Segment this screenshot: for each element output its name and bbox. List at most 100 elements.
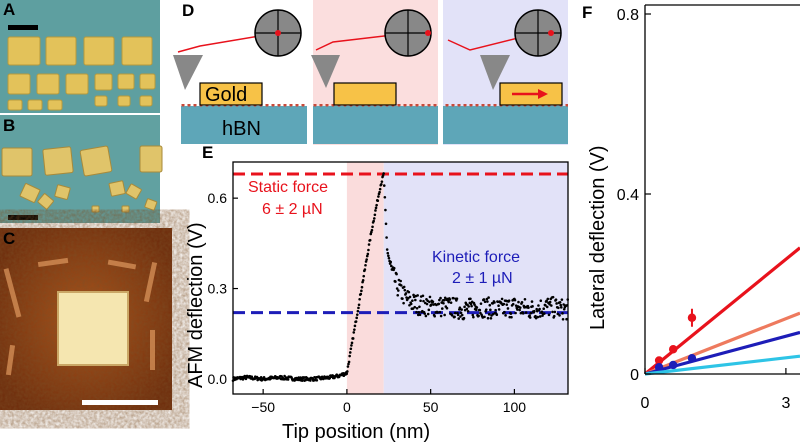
data-point	[350, 344, 353, 347]
data-point	[520, 300, 524, 304]
data-point	[486, 300, 489, 303]
scale-bar-b	[8, 215, 38, 220]
data-point	[460, 308, 463, 311]
data-point	[668, 345, 678, 354]
data-point	[425, 302, 429, 306]
data-point	[380, 180, 384, 183]
data-point	[447, 300, 451, 304]
data-point	[417, 310, 421, 314]
data-point	[516, 308, 519, 311]
data-point	[511, 302, 515, 306]
data-point	[542, 312, 546, 315]
data-point	[431, 300, 435, 303]
hbn-label: hBN	[222, 118, 261, 140]
data-point	[414, 298, 417, 302]
data-point	[428, 295, 432, 299]
data-point	[550, 304, 553, 307]
data-point	[547, 313, 551, 317]
data-point	[351, 337, 355, 340]
data-point	[395, 287, 399, 290]
data-point	[362, 274, 366, 278]
hbn-substrate	[181, 106, 307, 144]
data-point	[360, 285, 364, 289]
data-point	[538, 315, 542, 318]
schematic-static: Gold hBN	[173, 9, 307, 144]
data-point	[347, 362, 350, 366]
data-point	[536, 315, 540, 319]
data-point	[387, 254, 390, 258]
data-point	[364, 263, 367, 267]
data-point	[561, 317, 565, 321]
data-point	[350, 341, 354, 345]
gold-block	[199, 82, 263, 106]
data-point	[533, 309, 536, 313]
data-point	[355, 313, 359, 316]
data-point	[377, 195, 380, 198]
panel-c: C	[0, 228, 172, 410]
e-x-axis-title: Tip position (nm)	[282, 421, 430, 443]
data-point	[442, 301, 445, 305]
data-point	[348, 351, 352, 354]
data-point	[346, 365, 350, 368]
static-force-title: Static force	[248, 179, 328, 196]
data-point	[538, 307, 541, 311]
data-point	[438, 298, 441, 302]
scale-bar-a	[8, 25, 38, 30]
data-point	[352, 331, 356, 334]
kinetic-force-value: 2 ± 1 µN	[452, 270, 513, 287]
data-point	[367, 248, 370, 252]
data-point	[494, 308, 497, 312]
data-point	[418, 313, 422, 317]
data-point	[309, 379, 312, 382]
gold-label: Gold	[205, 84, 247, 106]
data-point	[450, 314, 454, 317]
e-y-tick-label: 0.3	[208, 281, 228, 297]
data-point	[416, 294, 419, 297]
data-point	[382, 184, 386, 187]
gold-squares-array	[7, 36, 156, 111]
data-point	[466, 309, 470, 313]
data-point	[475, 306, 479, 309]
data-point	[513, 298, 517, 302]
data-point	[485, 297, 489, 301]
e-y-axis-title: AFM deflection (V)	[185, 222, 207, 388]
data-point	[654, 356, 664, 365]
data-point	[368, 238, 372, 242]
data-point	[419, 299, 422, 303]
data-point	[383, 195, 387, 199]
static-force-value: 6 ± 2 µN	[262, 201, 323, 218]
data-point	[433, 314, 436, 318]
data-point	[537, 304, 540, 307]
data-point	[457, 317, 461, 320]
gold-squares-moved	[1, 145, 163, 213]
data-point	[523, 297, 527, 301]
data-point	[346, 370, 349, 373]
data-point	[495, 313, 499, 316]
data-point	[408, 295, 412, 299]
data-point	[449, 301, 453, 304]
schematic-sliding	[443, 9, 568, 144]
data-point	[558, 314, 561, 317]
data-point	[365, 254, 369, 258]
data-point	[361, 279, 365, 282]
panel-label-a: A	[3, 0, 15, 19]
data-point	[315, 379, 319, 382]
data-point	[556, 312, 560, 316]
data-point	[544, 304, 547, 307]
data-point	[560, 306, 563, 309]
e-x-tick-label: 0	[343, 399, 351, 415]
data-point	[487, 296, 490, 299]
data-point	[407, 290, 411, 294]
data-point	[553, 310, 557, 314]
data-point	[259, 375, 263, 379]
data-point	[471, 313, 475, 317]
data-point	[535, 307, 538, 311]
data-point	[399, 284, 403, 287]
data-point	[561, 312, 564, 315]
data-point	[534, 314, 537, 318]
data-point	[546, 297, 550, 301]
e-x-tick-label: 50	[423, 399, 439, 415]
data-point	[484, 308, 488, 311]
scale-bar-c	[82, 400, 158, 405]
data-point	[489, 308, 492, 312]
